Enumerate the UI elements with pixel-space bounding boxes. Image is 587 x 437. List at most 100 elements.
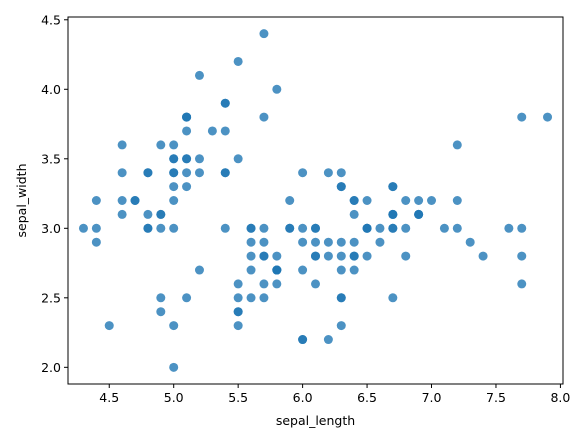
data-point (246, 251, 256, 261)
data-point (517, 223, 527, 233)
y-tick-label: 4.5 (41, 12, 61, 27)
data-point (259, 293, 269, 303)
data-point (220, 98, 230, 108)
data-point (349, 251, 359, 261)
data-point (388, 293, 398, 303)
x-tick-label: 5.5 (228, 390, 248, 405)
data-point (169, 321, 179, 331)
data-point (323, 251, 333, 261)
data-point (336, 182, 346, 192)
data-point (91, 196, 101, 205)
data-point (182, 112, 192, 122)
data-point (169, 223, 179, 233)
data-point (401, 223, 411, 233)
data-point (182, 293, 192, 303)
data-point (272, 265, 282, 275)
data-point (104, 321, 114, 331)
data-point (78, 223, 88, 233)
data-point (117, 209, 127, 219)
data-point (246, 223, 256, 233)
data-point (311, 251, 320, 261)
data-point (117, 140, 127, 150)
data-point (323, 237, 333, 247)
data-point (414, 196, 424, 205)
data-point (298, 335, 308, 345)
data-point (91, 237, 101, 247)
data-point (517, 279, 527, 289)
data-point (311, 223, 320, 233)
y-axis-label: sepal_width (14, 164, 29, 238)
y-tick-label: 2.5 (41, 290, 61, 305)
data-point (143, 223, 153, 233)
x-tick-label: 4.5 (99, 390, 119, 405)
data-point (336, 321, 346, 331)
data-point (388, 209, 398, 219)
data-point (233, 56, 243, 66)
points-layer (78, 29, 553, 372)
data-point (427, 196, 437, 205)
data-point (169, 196, 179, 205)
data-point (233, 321, 243, 331)
x-tick-label: 7.5 (486, 390, 506, 405)
x-axis-label: sepal_length (276, 413, 355, 428)
y-axis: 2.0 2.5 3.0 3.5 4.0 4.5 (41, 12, 68, 375)
data-point (272, 84, 282, 94)
data-point (285, 196, 295, 205)
data-point (233, 279, 243, 289)
data-point (311, 237, 320, 247)
data-point (194, 70, 204, 80)
data-point (259, 237, 269, 247)
data-point (375, 223, 385, 233)
x-axis: 4.5 5.0 5.5 6.0 6.5 7.0 7.5 8.0 (99, 384, 570, 405)
data-point (233, 154, 243, 164)
data-point (220, 223, 230, 233)
data-point (298, 237, 308, 247)
data-point (194, 168, 204, 178)
data-point (349, 209, 359, 219)
data-point (156, 307, 166, 317)
data-point (336, 168, 346, 178)
data-point (220, 168, 230, 178)
data-point (91, 223, 101, 233)
data-point (336, 237, 346, 247)
data-point (182, 154, 192, 164)
data-point (452, 140, 462, 150)
data-point (246, 237, 256, 247)
data-point (156, 209, 166, 219)
data-point (194, 265, 204, 275)
data-point (517, 112, 527, 122)
data-point (349, 237, 359, 247)
data-point (414, 209, 424, 219)
y-tick-label: 3.0 (41, 221, 61, 236)
x-tick-label: 5.0 (164, 390, 184, 405)
data-point (401, 251, 411, 261)
y-tick-label: 4.0 (41, 82, 61, 97)
data-point (298, 223, 308, 233)
data-point (233, 307, 243, 317)
data-point (143, 168, 153, 178)
data-point (143, 209, 153, 219)
data-point (156, 223, 166, 233)
data-point (298, 265, 308, 275)
data-point (336, 265, 346, 275)
data-point (272, 251, 282, 261)
data-point (362, 223, 372, 233)
data-point (388, 223, 398, 233)
data-point (285, 223, 295, 233)
data-point (207, 126, 217, 136)
x-tick-label: 6.5 (357, 390, 377, 405)
data-point (298, 168, 308, 178)
x-tick-label: 6.0 (293, 390, 313, 405)
data-point (323, 168, 333, 178)
data-point (169, 168, 179, 178)
data-point (349, 265, 359, 275)
data-point (336, 251, 346, 261)
y-tick-label: 2.0 (41, 360, 61, 375)
data-point (543, 112, 553, 122)
data-point (117, 168, 127, 178)
data-point (156, 293, 166, 303)
data-point (233, 293, 243, 303)
data-point (169, 182, 179, 192)
data-point (259, 112, 269, 122)
